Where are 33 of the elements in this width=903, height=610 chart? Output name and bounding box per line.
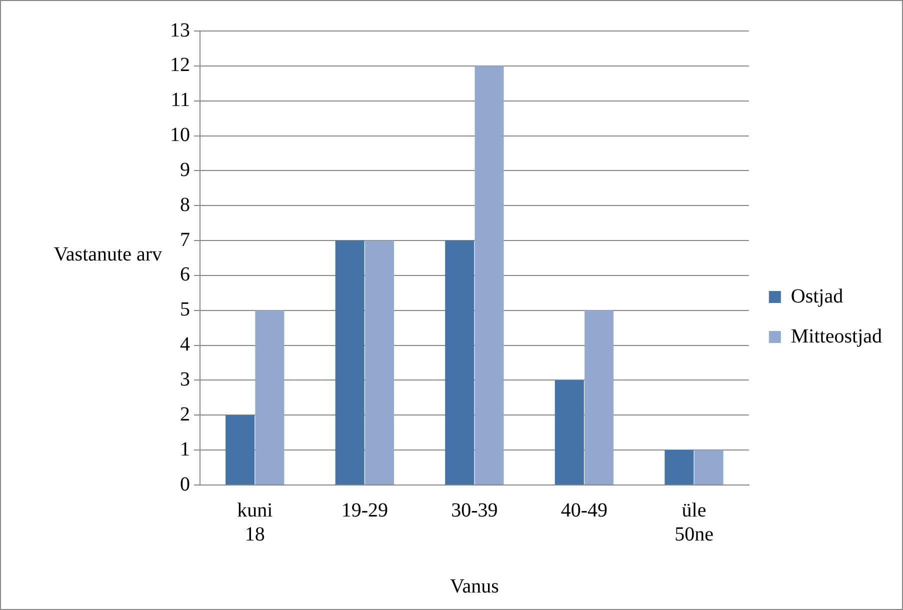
y-tick-label: 12 <box>170 54 190 76</box>
legend-label: Mitteostjad <box>790 325 882 348</box>
y-tick-label: 13 <box>170 19 190 42</box>
y-tick-label: 10 <box>170 124 190 146</box>
y-axis-title: Vastanute arv <box>54 243 162 266</box>
legend-label: Ostjad <box>790 285 844 308</box>
y-tick-label: 0 <box>180 473 190 496</box>
x-tick-label: kuni 18 <box>237 499 274 546</box>
x-tick-label: 19-29 <box>341 499 388 522</box>
bar <box>255 310 284 484</box>
bar <box>584 310 614 484</box>
x-tick-label: 40-49 <box>560 499 608 522</box>
x-axis-title: Vanus <box>450 575 500 598</box>
y-tick-label: 1 <box>180 438 190 460</box>
bar <box>335 240 364 484</box>
bar <box>474 66 504 484</box>
y-tick-label: 6 <box>180 264 190 286</box>
bar <box>364 240 394 484</box>
y-tick-label: 11 <box>170 89 190 112</box>
x-tick-label: 30-39 <box>451 499 498 522</box>
x-tick-label: üle 50ne <box>674 499 714 546</box>
bar <box>226 415 255 484</box>
bar <box>664 450 694 484</box>
y-tick-label: 2 <box>180 403 190 426</box>
y-tick-label: 8 <box>180 194 190 216</box>
y-tick-label: 5 <box>180 298 190 321</box>
bar <box>554 380 584 484</box>
y-tick-label: 3 <box>180 368 190 390</box>
y-tick-label: 9 <box>180 158 190 181</box>
y-tick-label: 4 <box>180 334 190 356</box>
y-tick-label: 7 <box>180 228 190 251</box>
bar <box>445 240 474 484</box>
bar <box>694 450 724 484</box>
